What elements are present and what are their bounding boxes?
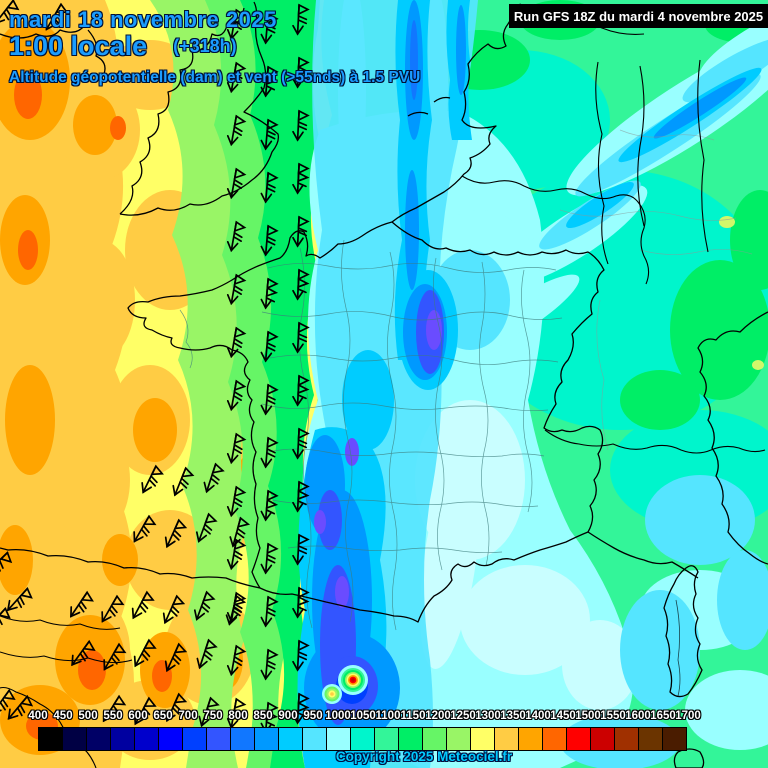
legend-color-box [134, 727, 159, 751]
copyright-text: Copyright 2025 Meteociel.fr [335, 749, 513, 764]
legend-value: 400 [28, 710, 48, 722]
legend-color-box [326, 727, 351, 751]
legend-value: 1500 [575, 710, 601, 722]
legend-color-box [590, 727, 615, 751]
legend-color-box [518, 727, 543, 751]
legend-value: 1650 [650, 710, 676, 722]
legend-value: 950 [303, 710, 323, 722]
legend-value: 750 [203, 710, 223, 722]
legend-color-box [62, 727, 87, 751]
legend-value: 1100 [375, 710, 401, 722]
legend-value: 450 [53, 710, 73, 722]
legend-value: 700 [178, 710, 198, 722]
legend-color-box [158, 727, 183, 751]
forecast-date: mardi 18 novembre 2025 [9, 7, 277, 32]
legend-color-box [110, 727, 135, 751]
legend-value: 1300 [475, 710, 501, 722]
local-time: 1:00 locale [9, 31, 148, 61]
legend-color-box [446, 727, 471, 751]
legend-value: 1350 [500, 710, 526, 722]
bullseye-spot [322, 665, 368, 704]
forecast-offset: (+318h) [173, 36, 237, 56]
legend-value: 500 [78, 710, 98, 722]
legend-value: 900 [278, 710, 298, 722]
legend-value: 1150 [400, 710, 426, 722]
map-subtitle: Altitude géopotentielle (dam) et vent (>… [9, 69, 421, 86]
legend-value: 600 [128, 710, 148, 722]
legend-value: 1700 [675, 710, 701, 722]
legend-color-box [614, 727, 639, 751]
legend-value: 1400 [525, 710, 551, 722]
legend-color-box [566, 727, 591, 751]
legend-color-box [230, 727, 255, 751]
legend-value: 800 [228, 710, 248, 722]
legend-value: 650 [153, 710, 173, 722]
model-run-info: Run GFS 18Z du mardi 4 novembre 2025 [509, 4, 768, 28]
legend-color-box [302, 727, 327, 751]
forecast-time: 1:00 locale (+318h) [9, 31, 237, 62]
legend-color-box [638, 727, 663, 751]
legend-value: 1250 [450, 710, 476, 722]
legend-color-box [278, 727, 303, 751]
legend-values: 400 450 500 550 600 650 700 750 800 850 900 950 1000… [0, 710, 768, 726]
legend-color-box [494, 727, 519, 751]
legend-color-box [206, 727, 231, 751]
legend-color-box [662, 727, 687, 751]
legend-color-box [422, 727, 447, 751]
legend-color-box [38, 727, 63, 751]
germany-region-borders [559, 129, 753, 451]
legend-value: 1050 [350, 710, 376, 722]
legend-color-box [374, 727, 399, 751]
legend-color-box [86, 727, 111, 751]
departement-borders [179, 239, 563, 631]
legend-value: 1000 [325, 710, 351, 722]
legend-value: 550 [103, 710, 123, 722]
legend-color-box [398, 727, 423, 751]
legend-value: 1550 [600, 710, 626, 722]
legend-color-box [350, 727, 375, 751]
legend-color-box [182, 727, 207, 751]
legend-color-box [470, 727, 495, 751]
legend-value: 1600 [625, 710, 651, 722]
legend-color-box [254, 727, 279, 751]
legend-value: 1200 [425, 710, 451, 722]
legend-color-box [542, 727, 567, 751]
legend-value: 850 [253, 710, 273, 722]
legend-color-scale [38, 727, 687, 751]
legend-value: 1450 [550, 710, 576, 722]
